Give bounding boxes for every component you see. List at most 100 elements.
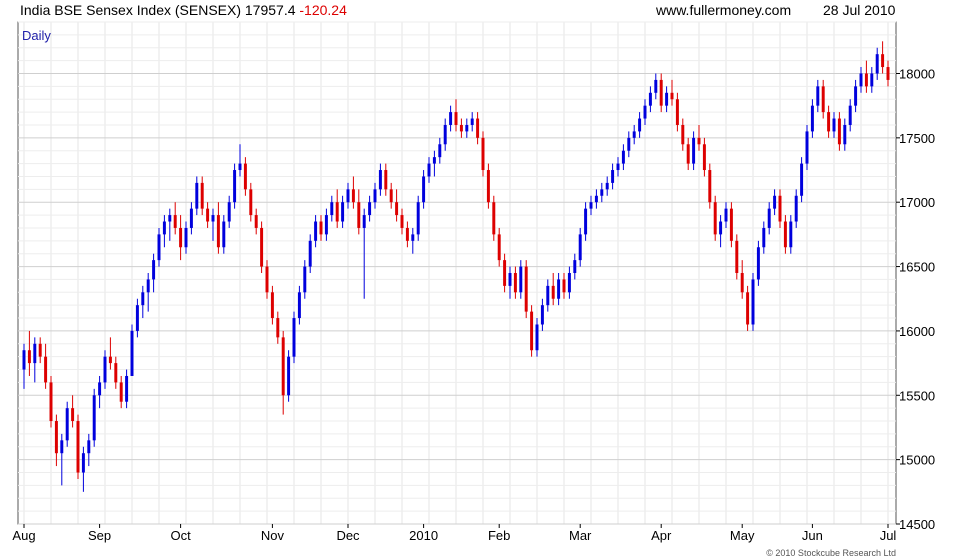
x-axis: Aug Sep Oct Nov Dec 2010 Feb Mar Apr May Jun Jul [12,524,896,543]
candle-down [44,356,48,383]
plot-area [17,21,897,525]
candle-up [535,324,539,351]
candle-down [675,99,679,125]
candle-up [654,79,658,93]
candle-up [600,189,604,196]
candle-up [146,279,150,293]
candle-up [152,260,156,280]
candle-up [578,234,582,261]
candle-up [195,182,199,209]
candle-down [530,311,534,351]
candle-down [486,170,490,203]
y-tick-label: 14500 [899,517,935,532]
candle-up [87,440,91,454]
candle-down [384,170,388,190]
candle-down [276,318,280,338]
candle-up [594,195,598,203]
candle-up [346,189,350,203]
candle-up [638,118,642,132]
title-text: India BSE Sensex Index (SENSEX) 17957.4 [20,2,300,18]
candle-down [886,67,890,80]
candle-down [670,92,674,100]
candle-up [719,221,723,235]
candle-up [443,124,447,145]
change-value: -120.24 [299,2,347,18]
candle-up [616,163,620,171]
candle-down [713,202,717,235]
candle-up [141,292,145,306]
candle-down [524,266,528,312]
candle-up [238,163,242,171]
candle-down [54,421,58,454]
candle-up [373,189,377,203]
candle-up [292,318,296,357]
candle-up [438,144,442,158]
x-tick-label: Mar [569,528,592,543]
candle-down [659,79,663,106]
candle-up [168,215,172,222]
y-tick-label: 16000 [899,324,935,339]
candle-down [27,350,31,364]
candle-up [789,221,793,248]
candle-down [778,195,782,222]
candle-up [870,73,874,87]
candle-down [335,202,339,222]
candle-down [357,202,361,228]
candle-down [513,273,517,293]
candle-down [740,273,744,293]
candle-down [319,221,323,235]
y-tick-label: 16500 [899,260,935,275]
candle-down [497,234,501,261]
candle-up [314,221,318,241]
candle-up [211,215,215,222]
candle-up [848,105,852,125]
candle-up [557,279,561,299]
candle-down [108,356,112,364]
candle-up [416,202,420,235]
candle-down [114,363,118,383]
candle-down [405,227,409,241]
site-link[interactable]: www.fullermoney.com [656,2,792,18]
candle-down [395,202,399,216]
candle-up [287,356,291,396]
candle-down [206,208,210,222]
chart-title: India BSE Sensex Index (SENSEX) 17957.4 … [20,2,347,18]
candle-up [648,92,652,106]
candle-up [810,105,814,132]
candle-up [222,221,226,248]
candle-down [562,279,566,293]
candle-down [551,285,555,299]
candle-up [854,86,858,106]
candle-up [449,112,453,125]
candle-down [481,137,485,171]
candle-up [805,131,809,164]
candle-up [22,350,26,370]
candle-down [254,215,258,228]
candle-down [735,240,739,273]
candle-down [697,137,701,145]
candle-up [65,408,69,441]
candle-up [135,305,139,331]
candle-up [794,195,798,222]
candle-up [519,266,523,293]
candle-up [767,208,771,228]
candle-down [837,118,841,145]
candle-down [881,54,885,68]
candle-up [308,240,312,267]
candle-down [243,163,247,190]
candle-down [686,144,690,164]
candle-up [378,170,382,190]
candle-down [476,118,480,138]
candle-up [589,202,593,209]
candle-up [632,131,636,138]
candle-up [627,137,631,151]
candle-up [875,54,879,74]
candle-up [92,395,96,441]
candle-down [503,260,507,286]
candle-up [567,273,571,293]
candle-down [249,189,253,216]
candle-up [751,279,755,325]
chart-date: 28 Jul 2010 [823,2,896,18]
candle-up [157,234,161,261]
y-tick-label: 17500 [899,131,935,146]
